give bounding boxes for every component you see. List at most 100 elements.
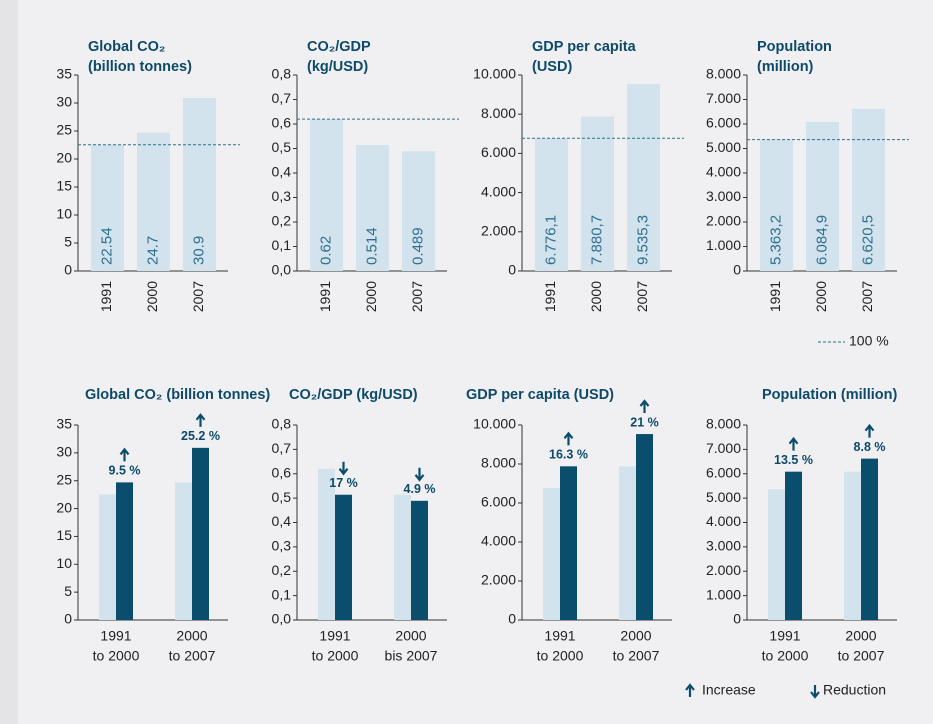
bar [99, 494, 116, 620]
x-tick-label: 2000 [363, 281, 379, 312]
value-label: 6.084,9 [813, 215, 830, 265]
y-tick-label: 0,5 [272, 489, 292, 505]
y-tick-label: 0 [733, 611, 741, 627]
y-tick-label: 0,6 [272, 464, 292, 480]
bar [318, 468, 335, 620]
change-label: 9.5 % [109, 464, 141, 478]
baseline-legend-label: 100 % [849, 333, 889, 349]
y-tick-label: 15 [56, 527, 72, 543]
x-tick-label: to 2007 [838, 648, 885, 664]
y-tick-label: 8.000 [706, 416, 741, 432]
change-label: 21 % [630, 415, 659, 429]
value-label: 5.363,2 [767, 215, 784, 265]
x-tick-label: to 2000 [312, 648, 359, 664]
x-tick-label: 2007 [409, 281, 425, 312]
value-label: 6.776,1 [542, 215, 559, 265]
x-tick-label: to 2007 [613, 648, 660, 664]
y-tick-label: 4.000 [706, 164, 741, 180]
chart-title: (billion tonnes) [88, 59, 192, 75]
y-tick-label: 4.000 [706, 513, 741, 529]
increase-legend-label: Increase [702, 682, 756, 698]
change-arrow [338, 461, 349, 476]
chart-title: GDP per capita (USD) [466, 387, 614, 403]
y-tick-label: 8.000 [481, 455, 516, 471]
y-tick-label: 0,8 [272, 416, 292, 432]
value-label: 30.9 [190, 236, 207, 265]
chart-title: (kg/USD) [307, 59, 368, 75]
y-tick-label: 4.000 [481, 533, 516, 549]
x-tick-label: to 2000 [762, 648, 809, 664]
y-tick-label: 0,4 [272, 164, 292, 180]
y-tick-label: 2.000 [706, 562, 741, 578]
x-tick-label: 2000 [588, 281, 604, 312]
bar [852, 108, 885, 271]
y-tick-label: 30 [56, 444, 72, 460]
y-tick-label: 0,4 [272, 513, 292, 529]
y-tick-label: 2.000 [706, 213, 741, 229]
y-tick-label: 0 [64, 262, 72, 278]
y-tick-label: 7.000 [706, 90, 741, 106]
bar [560, 466, 577, 620]
increase-icon [685, 683, 695, 697]
bar [806, 121, 839, 271]
y-tick-label: 20 [56, 499, 72, 515]
x-tick-label: 1991 [98, 281, 114, 312]
y-tick-label: 35 [56, 66, 72, 82]
y-tick-label: 25 [56, 122, 72, 138]
x-tick-label: 2000 [845, 628, 876, 644]
x-tick-label: 2000 [620, 628, 651, 644]
value-label: 0.489 [409, 227, 426, 265]
bar [116, 482, 133, 620]
x-tick-label: 1991 [769, 628, 800, 644]
y-tick-label: 0,8 [272, 66, 292, 82]
chart-title: CO₂/GDP [307, 39, 371, 55]
y-tick-label: 0 [508, 262, 516, 278]
x-tick-label: 2000 [176, 628, 207, 644]
bar [844, 471, 861, 620]
bar [535, 138, 568, 271]
y-tick-label: 4.000 [481, 183, 516, 199]
y-tick-label: 6.000 [481, 494, 516, 510]
bar [394, 494, 411, 620]
x-tick-label: 2007 [859, 281, 875, 312]
chart-title: Population (million) [762, 387, 897, 403]
change-arrow [119, 447, 130, 462]
x-tick-label: 2007 [634, 281, 650, 312]
y-tick-label: 20 [56, 150, 72, 166]
y-tick-label: 0,1 [272, 586, 292, 602]
change-label: 4.9 % [404, 482, 436, 496]
value-label: 6.620,5 [859, 215, 876, 265]
x-tick-label: 2007 [190, 281, 206, 312]
reduction-icon [810, 685, 820, 699]
bar [627, 84, 660, 271]
bar [356, 145, 389, 271]
y-tick-label: 8.000 [706, 66, 741, 82]
chart-title: (million) [757, 59, 814, 75]
y-tick-label: 2.000 [481, 572, 516, 588]
y-tick-label: 0,3 [272, 188, 292, 204]
y-tick-label: 6.000 [706, 464, 741, 480]
y-tick-label: 10.000 [473, 66, 516, 82]
change-arrow [414, 467, 425, 482]
bar [91, 144, 124, 271]
value-label: 0.514 [363, 227, 380, 265]
x-tick-label: 2000 [144, 281, 160, 312]
bar [619, 466, 636, 620]
x-tick-label: 1991 [544, 628, 575, 644]
value-label: 24.7 [144, 236, 161, 265]
change-label: 17 % [329, 476, 358, 490]
change-label: 25.2 % [181, 429, 220, 443]
change-arrow [788, 436, 799, 451]
x-tick-label: 1991 [767, 281, 783, 312]
value-label: 0.62 [317, 236, 334, 265]
y-tick-label: 7.000 [706, 440, 741, 456]
y-tick-label: 0 [508, 611, 516, 627]
x-tick-label: to 2000 [537, 648, 584, 664]
x-tick-label: 2000 [395, 628, 426, 644]
y-tick-label: 0,6 [272, 115, 292, 131]
bar [402, 151, 435, 271]
y-tick-label: 0,1 [272, 237, 292, 253]
change-arrow [864, 423, 875, 438]
x-tick-label: to 2007 [169, 648, 216, 664]
